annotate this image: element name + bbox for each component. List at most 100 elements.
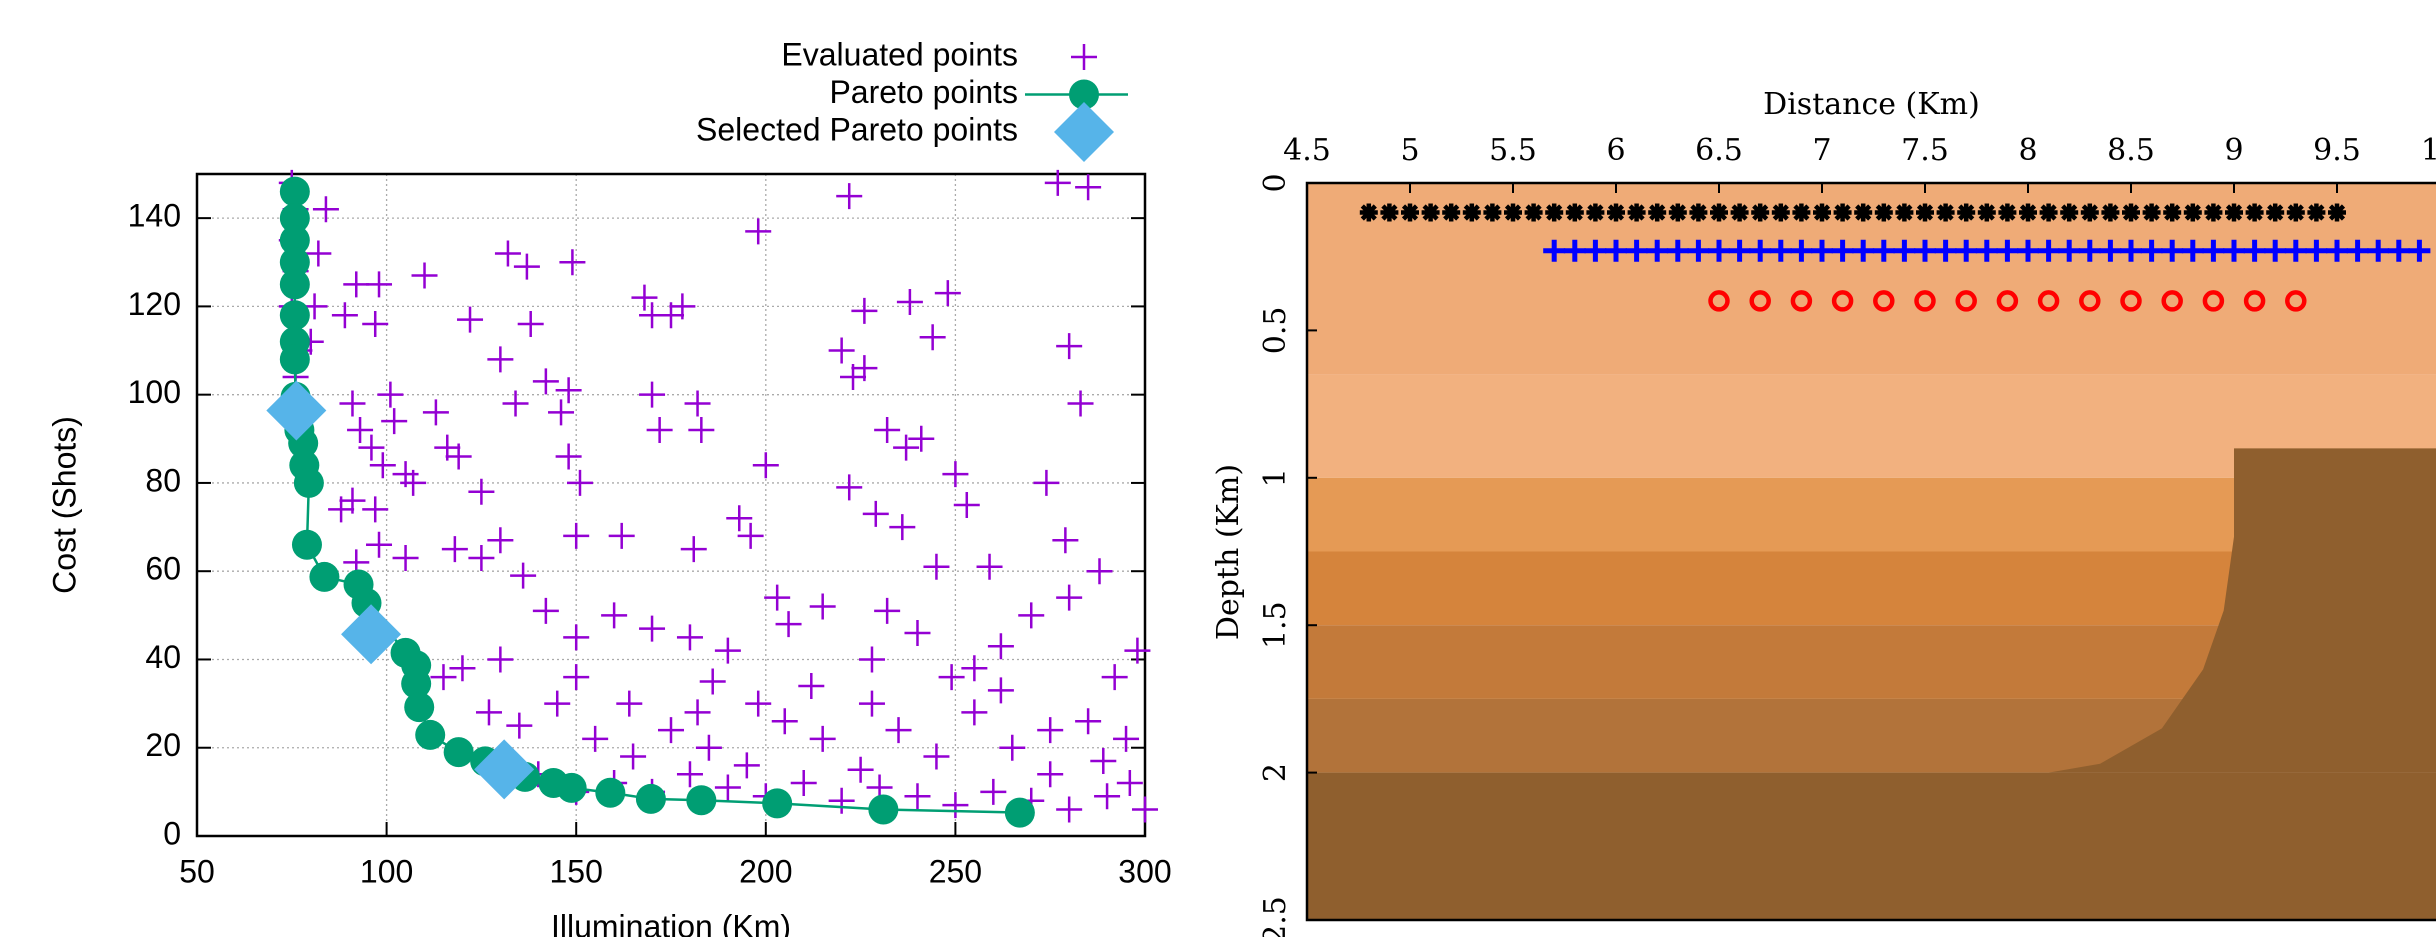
point-dot (401, 668, 432, 699)
point-plus (904, 783, 931, 810)
point-star (2019, 203, 2037, 222)
point-plus (1811, 239, 1833, 262)
y-tick-label: 0 (1258, 173, 1293, 192)
point-plus (2408, 239, 2431, 262)
y-tick-label: 80 (145, 462, 181, 498)
y-tick-label: 20 (145, 727, 181, 763)
point-star (1895, 203, 1914, 222)
point-plus (669, 293, 696, 320)
point-plus (422, 399, 449, 426)
point-plus (544, 690, 571, 717)
point-plus (896, 288, 923, 315)
point-plus (745, 218, 772, 245)
point-dot (443, 737, 474, 768)
point-plus (347, 416, 374, 443)
point-plus (1124, 637, 1151, 664)
point-plus (1584, 239, 1607, 262)
point-plus (1101, 664, 1128, 691)
point-star (1710, 203, 1728, 222)
point-plus (377, 381, 404, 408)
point-plus (2099, 239, 2122, 262)
point-star (1916, 203, 1934, 222)
point-dot (556, 772, 587, 803)
layer (1307, 772, 2436, 920)
point-plus (362, 496, 389, 523)
point-plus (874, 416, 901, 443)
point-plus (961, 655, 988, 682)
point-plus (305, 240, 332, 267)
point-plus (938, 664, 965, 691)
x-tick-label: 5.5 (1489, 133, 1537, 168)
point-star (1442, 203, 1461, 222)
point-star (1998, 203, 2017, 222)
point-plus (688, 416, 715, 443)
point-dot (1004, 797, 1035, 828)
point-plus (631, 284, 658, 311)
point-plus (1955, 239, 1978, 262)
point-plus (468, 478, 495, 505)
point-plus (934, 280, 961, 307)
x-tick-label: 8.5 (2107, 133, 2155, 168)
point-plus (430, 664, 457, 691)
x-axis-label: Illumination (Km) (551, 908, 791, 937)
point-circle (1708, 290, 1730, 312)
point-star (1813, 203, 1831, 222)
point-plus (608, 522, 635, 549)
point-plus (1749, 239, 1772, 262)
point-dot (686, 785, 717, 816)
point-plus (400, 469, 427, 496)
x-tick-label: 6 (1606, 133, 1625, 168)
point-plus (798, 672, 825, 699)
point-plus (2387, 239, 2410, 262)
point-plus (1790, 239, 1813, 262)
point-plus (699, 668, 726, 695)
point-plus (775, 611, 802, 638)
point-plus (362, 311, 389, 338)
point-dot (279, 225, 310, 256)
point-star (1359, 203, 1378, 222)
point-plus (676, 761, 703, 788)
point-star (2266, 203, 2285, 222)
point-plus (1605, 239, 1627, 262)
point-plus (392, 544, 419, 571)
point-plus (684, 699, 711, 726)
point-plus (487, 346, 514, 373)
point-star (2039, 203, 2058, 222)
point-plus (445, 443, 472, 470)
point-star (2122, 203, 2140, 222)
point-star (1401, 203, 1419, 222)
y-tick-label: 60 (145, 551, 181, 587)
x-tick-label: 100 (360, 853, 413, 889)
point-plus (2202, 239, 2225, 262)
point-plus (487, 527, 514, 554)
point-plus (2058, 239, 2081, 262)
point-plus (809, 725, 836, 752)
x-tick-label: 5 (1400, 133, 1419, 168)
point-circle (1831, 290, 1854, 312)
x-tick-label: 7.5 (1901, 133, 1949, 168)
point-plus (987, 677, 1014, 704)
point-plus (366, 271, 393, 298)
point-plus (999, 734, 1026, 761)
y-tick-label: 1 (1258, 468, 1293, 487)
point-star (2225, 203, 2243, 222)
point-plus (646, 416, 673, 443)
point-star (1977, 203, 1996, 222)
point-plus (563, 664, 590, 691)
point-dot (279, 269, 310, 300)
pareto-line (293, 191, 1020, 814)
x-tick-label: 50 (179, 853, 215, 889)
point-plus (851, 355, 878, 382)
point-plus (923, 743, 950, 770)
point-star (2080, 203, 2099, 222)
point-plus (976, 553, 1003, 580)
y-tick-label: 40 (145, 639, 181, 675)
point-star (1648, 203, 1667, 222)
point-circle (1914, 290, 1936, 312)
point-plus (616, 690, 643, 717)
point-diamond (474, 739, 535, 800)
point-plus (312, 196, 339, 223)
y-tick-label: 2.5 (1258, 896, 1293, 937)
point-star (2142, 203, 2161, 222)
